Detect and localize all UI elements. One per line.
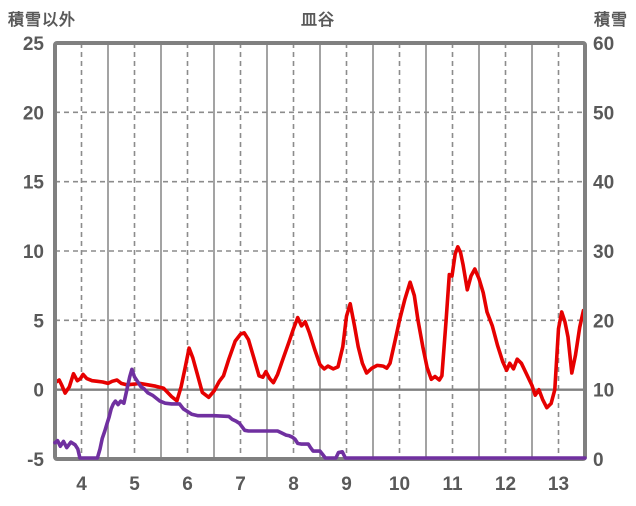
right-axis-tick-label: 20 [593, 311, 614, 332]
left-axis-title: 積雪以外 [8, 12, 77, 29]
left-axis-tick-label: 25 [23, 34, 45, 55]
x-axis-tick-label: 10 [389, 474, 410, 495]
left-axis-tick-label: 20 [23, 103, 44, 124]
left-axis-tick-label: 0 [33, 381, 44, 402]
snow-series-line [53, 367, 587, 460]
right-axis-tick-label: 50 [593, 103, 614, 124]
x-axis-tick-label: 7 [235, 474, 246, 495]
chart-title: 皿谷 [300, 12, 335, 29]
x-axis-tick-label: 9 [341, 474, 352, 495]
left-axis-tick-label: 5 [33, 311, 44, 332]
x-axis-tick-label: 5 [129, 474, 140, 495]
red-series-line [53, 245, 586, 410]
x-axis-tick-label: 4 [76, 474, 87, 495]
left-axis-tick-label: 15 [23, 173, 45, 194]
right-axis-tick-label: 0 [593, 450, 604, 471]
x-axis-tick-label: 11 [442, 474, 463, 495]
right-axis-tick-label: 30 [593, 242, 614, 263]
right-axis-title: 積雪 [593, 12, 628, 29]
left-axis-tick-label: 10 [23, 242, 44, 263]
x-axis-tick-label: 12 [495, 474, 516, 495]
right-axis-tick-label: 60 [593, 34, 614, 55]
x-axis-tick-label: 8 [288, 474, 299, 495]
right-axis-tick-label: 10 [593, 381, 614, 402]
plot-border [53, 41, 587, 461]
x-axis-tick-label: 6 [182, 474, 193, 495]
x-axis-tick-label: 13 [548, 474, 569, 495]
left-axis-tick-label: -5 [27, 450, 44, 471]
right-axis-tick-label: 40 [593, 173, 614, 194]
